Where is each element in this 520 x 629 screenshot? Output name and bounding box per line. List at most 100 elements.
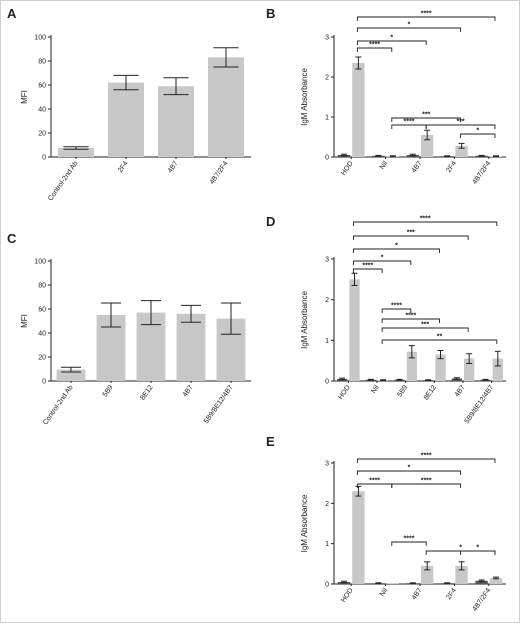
significance-label: **** bbox=[404, 536, 415, 543]
x-tick-label: 4B7 bbox=[167, 160, 180, 174]
panel-letter: B bbox=[266, 6, 275, 21]
x-tick-label: 4B7 bbox=[182, 384, 195, 398]
bar bbox=[176, 313, 206, 381]
significance-bracket bbox=[460, 133, 496, 138]
bar bbox=[56, 369, 86, 381]
y-axis-label: MFI bbox=[20, 90, 29, 104]
significance-bracket bbox=[391, 483, 462, 488]
significance-label: *** bbox=[422, 112, 430, 119]
x-tick-label: 5B9/8E12/4B7 bbox=[203, 384, 235, 425]
y-tick-label: 2 bbox=[325, 75, 329, 82]
significance-label: **** bbox=[421, 453, 432, 460]
x-tick-label: 4B7 bbox=[411, 160, 424, 174]
significance-bracket bbox=[425, 124, 496, 129]
significance-label: **** bbox=[420, 216, 431, 223]
significance-bracket bbox=[381, 308, 412, 313]
bar bbox=[406, 351, 417, 381]
bar bbox=[475, 580, 488, 584]
significance-bracket bbox=[356, 16, 496, 21]
significance-bracket bbox=[391, 117, 462, 122]
significance-bracket bbox=[356, 470, 462, 475]
bar bbox=[421, 565, 434, 584]
y-tick-label: 60 bbox=[38, 307, 46, 314]
significance-bracket bbox=[356, 47, 393, 52]
y-axis-label: IgM Absorbance bbox=[300, 291, 309, 349]
y-tick-label: 3 bbox=[325, 257, 329, 264]
y-axis-label: IgM Absorbance bbox=[300, 68, 309, 126]
y-tick-label: 0 bbox=[42, 379, 46, 386]
significance-bracket bbox=[381, 327, 469, 332]
significance-bracket bbox=[381, 339, 498, 344]
y-tick-label: 0 bbox=[325, 379, 329, 386]
y-axis-label: MFI bbox=[20, 314, 29, 328]
significance-label: * bbox=[408, 22, 411, 29]
y-tick-label: 2 bbox=[325, 297, 329, 304]
y-tick-label: 20 bbox=[38, 131, 46, 138]
significance-label: * bbox=[408, 465, 411, 472]
bar bbox=[58, 148, 94, 157]
x-tick-label: 8E12 bbox=[140, 384, 155, 401]
y-tick-label: 1 bbox=[325, 338, 329, 345]
x-tick-label: 8E12 bbox=[423, 384, 438, 401]
bar bbox=[492, 358, 503, 381]
bar bbox=[455, 145, 468, 157]
significance-label: **** bbox=[421, 11, 432, 18]
x-tick-label: 2F4 bbox=[445, 160, 458, 174]
bar bbox=[349, 279, 360, 381]
x-tick-label: 5B9 bbox=[102, 384, 115, 398]
y-tick-label: 0 bbox=[325, 155, 329, 162]
y-tick-label: 80 bbox=[38, 59, 46, 66]
y-tick-label: 100 bbox=[34, 259, 46, 266]
bar bbox=[386, 583, 399, 584]
significance-label: **** bbox=[369, 42, 380, 49]
x-tick-label: 2F4 bbox=[117, 160, 130, 174]
significance-bracket bbox=[381, 318, 440, 323]
x-tick-label: Nil bbox=[379, 587, 390, 598]
significance-bracket bbox=[356, 40, 427, 45]
x-tick-label: Nil bbox=[370, 384, 381, 395]
x-tick-label: Control-2nd Ab bbox=[42, 384, 75, 426]
significance-bracket bbox=[353, 221, 498, 226]
significance-label: * bbox=[390, 35, 393, 42]
panel-letter: E bbox=[266, 434, 275, 449]
significance-bracket bbox=[353, 268, 383, 273]
panel-letter: C bbox=[7, 231, 17, 246]
y-tick-label: 1 bbox=[325, 541, 329, 548]
significance-bracket bbox=[391, 124, 427, 129]
significance-label: **** bbox=[362, 263, 373, 270]
x-tick-label: 4B7 bbox=[454, 384, 467, 398]
bar bbox=[489, 577, 503, 584]
y-tick-label: 40 bbox=[38, 107, 46, 114]
x-tick-label: HOD bbox=[340, 160, 355, 177]
significance-bracket bbox=[353, 260, 412, 265]
significance-bracket bbox=[353, 235, 469, 240]
significance-bracket bbox=[391, 541, 427, 546]
significance-label: * bbox=[459, 545, 462, 552]
x-tick-label: Nil bbox=[379, 160, 390, 171]
bar bbox=[464, 358, 475, 381]
bar bbox=[455, 565, 468, 584]
y-tick-label: 100 bbox=[34, 35, 46, 42]
bar bbox=[108, 82, 144, 157]
significance-label: **** bbox=[421, 478, 432, 485]
x-tick-label: 5B9/8E12/4B7 bbox=[464, 384, 496, 425]
y-tick-label: 3 bbox=[325, 461, 329, 468]
y-axis-label: IgM Absorbance bbox=[300, 494, 309, 552]
y-tick-label: 40 bbox=[38, 331, 46, 338]
significance-label: * bbox=[476, 545, 479, 552]
panel-letter: D bbox=[266, 214, 275, 229]
x-tick-label: Control-2nd Ab bbox=[47, 160, 80, 202]
significance-label: * bbox=[381, 255, 384, 262]
significance-label: **** bbox=[369, 478, 380, 485]
significance-bracket bbox=[460, 550, 496, 555]
significance-label: * bbox=[476, 128, 479, 135]
significance-bracket bbox=[353, 248, 440, 253]
x-tick-label: 4B7/2F4 bbox=[472, 587, 493, 613]
x-tick-label: HOD bbox=[337, 384, 352, 401]
panel-c: C 0 20 40 60 80 100 MFI Control-2nd Ab 5B9 8E12 4B7… bbox=[7, 231, 251, 426]
y-tick-label: 20 bbox=[38, 355, 46, 362]
